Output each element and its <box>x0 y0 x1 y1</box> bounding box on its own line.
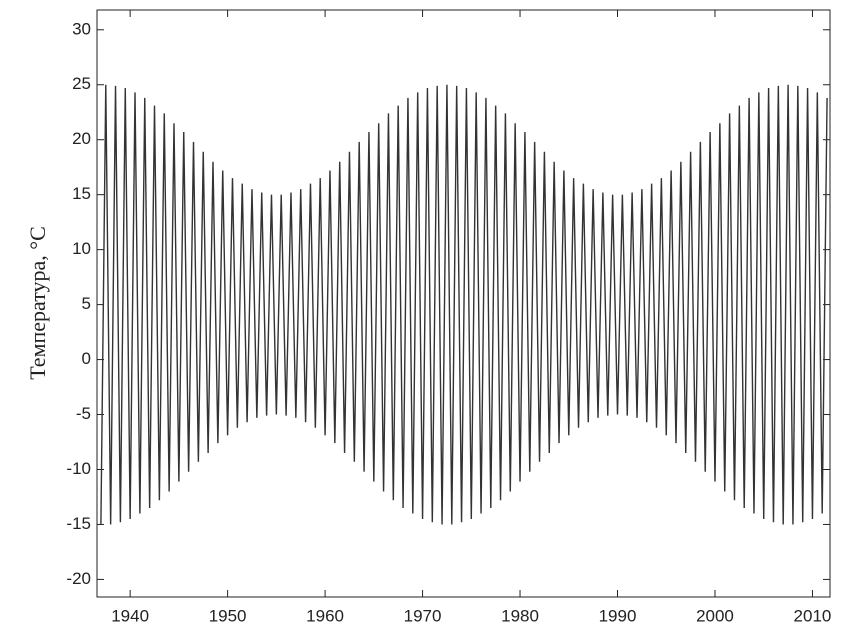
x-tick-label: 1990 <box>599 606 637 625</box>
y-tick-label: -20 <box>66 569 91 588</box>
x-tick-label: 1980 <box>501 606 539 625</box>
y-tick-label: 20 <box>72 129 91 148</box>
y-tick-label: 5 <box>82 294 91 313</box>
y-tick-label: 10 <box>72 239 91 258</box>
y-tick-label: -10 <box>66 459 91 478</box>
y-axis-label: Температура, °С <box>25 226 50 380</box>
y-tick-label: 30 <box>72 19 91 38</box>
plot-frame <box>96 9 831 598</box>
x-tick-label: 1960 <box>306 606 344 625</box>
y-tick-label: -5 <box>76 404 91 423</box>
x-tick-label: 2010 <box>794 606 832 625</box>
x-tick-label: 1950 <box>209 606 247 625</box>
x-tick-label: 2000 <box>696 606 734 625</box>
y-tick-label: 15 <box>72 184 91 203</box>
y-tick-label: 25 <box>72 74 91 93</box>
x-tick-label: 1970 <box>404 606 442 625</box>
y-tick-label: 0 <box>82 349 91 368</box>
data-line <box>100 84 828 525</box>
x-tick-label: 1940 <box>111 606 149 625</box>
y-tick-label: -15 <box>66 514 91 533</box>
